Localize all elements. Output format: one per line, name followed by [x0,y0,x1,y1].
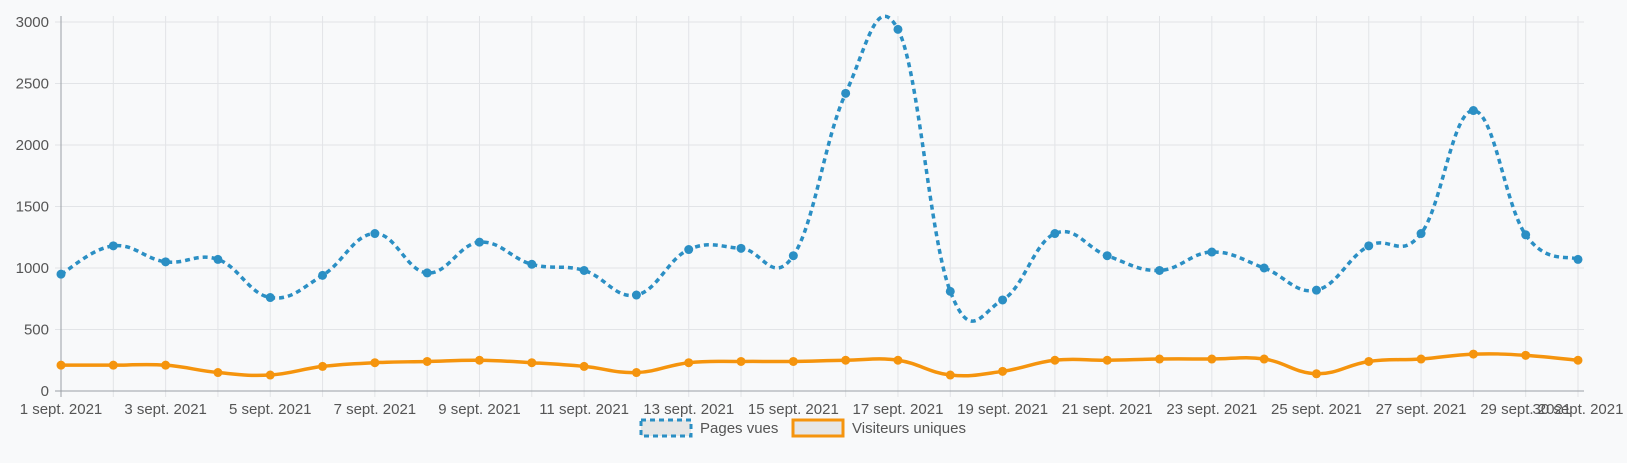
data-point-visiteurs-uniques [1468,349,1478,359]
data-point-visiteurs-uniques [998,366,1008,376]
data-point-visiteurs-uniques [945,370,955,380]
y-tick-label: 2500 [16,76,49,93]
y-tick-label: 2000 [16,137,49,154]
x-tick-label: 13 sept. 2021 [643,401,734,418]
legend: Pages vues Visiteurs uniques [639,418,966,438]
data-point-pages-vues [1416,229,1426,239]
data-point-visiteurs-uniques [1521,350,1531,360]
data-point-visiteurs-uniques [318,361,328,371]
data-point-pages-vues [1521,230,1531,240]
x-tick-label: 9 sept. 2021 [438,401,521,418]
grid [55,16,1584,397]
data-point-pages-vues [788,251,798,261]
data-point-visiteurs-uniques [788,356,798,366]
data-point-visiteurs-uniques [1155,354,1165,364]
data-point-pages-vues [945,286,955,296]
data-point-visiteurs-uniques [1207,354,1217,364]
data-point-pages-vues [318,270,328,280]
data-point-visiteurs-uniques [265,370,275,380]
x-tick-label: 7 sept. 2021 [334,401,417,418]
data-point-pages-vues [1102,251,1112,261]
data-point-pages-vues [631,290,641,300]
data-point-pages-vues [56,269,66,279]
data-point-visiteurs-uniques [1311,369,1321,379]
series-line-pages-vues [60,14,1579,323]
data-point-visiteurs-uniques [161,360,171,370]
data-point-pages-vues [527,259,537,269]
data-point-pages-vues [579,265,589,275]
data-point-pages-vues [893,24,903,34]
x-tick-label: 17 sept. 2021 [853,401,944,418]
data-point-pages-vues [1207,247,1217,257]
data-point-pages-vues [422,268,432,278]
data-point-pages-vues [684,245,694,255]
data-point-visiteurs-uniques [736,356,746,366]
x-axis: 1 sept. 2021 3 sept. 2021 5 sept. 2021 7 se… [20,401,1624,418]
legend-swatch-pages-vues [639,418,693,438]
data-point-pages-vues [1050,229,1060,239]
y-tick-label: 500 [24,322,49,339]
data-point-pages-vues [370,229,380,239]
data-point-pages-vues [998,295,1008,305]
data-point-pages-vues [1155,265,1165,275]
y-tick-label: 1500 [16,199,49,216]
data-point-pages-vues [1311,285,1321,295]
x-tick-label: 23 sept. 2021 [1166,401,1257,418]
x-tick-label: 15 sept. 2021 [748,401,839,418]
y-tick-label: 1000 [16,260,49,277]
data-point-pages-vues [1468,106,1478,116]
data-point-visiteurs-uniques [579,361,589,371]
data-point-visiteurs-uniques [108,360,118,370]
data-point-pages-vues [213,254,223,264]
x-tick-label: 1 sept. 2021 [20,401,103,418]
legend-label: Pages vues [700,420,778,437]
x-tick-label: 3 sept. 2021 [124,401,207,418]
data-point-visiteurs-uniques [1050,355,1060,365]
data-point-pages-vues [474,237,484,247]
data-point-pages-vues [108,241,118,251]
x-tick-label: 21 sept. 2021 [1062,401,1153,418]
data-point-visiteurs-uniques [474,355,484,365]
legend-swatch-visiteurs-uniques [791,418,845,438]
data-point-pages-vues [736,243,746,253]
x-tick-label: 27 sept. 2021 [1376,401,1467,418]
data-point-visiteurs-uniques [841,355,851,365]
data-point-visiteurs-uniques [213,368,223,378]
data-point-pages-vues [265,293,275,303]
y-axis: 0 500 1000 1500 2000 2500 3000 [16,14,49,400]
data-point-pages-vues [1259,263,1269,273]
data-point-visiteurs-uniques [1259,354,1269,364]
data-point-visiteurs-uniques [1416,354,1426,364]
x-tick-label: 11 sept. 2021 [539,401,629,418]
x-tick-label: 5 sept. 2021 [229,401,312,418]
legend-label: Visiteurs uniques [852,420,966,437]
data-point-visiteurs-uniques [684,358,694,368]
series-points [56,24,1583,380]
data-point-pages-vues [841,88,851,98]
data-point-visiteurs-uniques [893,355,903,365]
data-point-pages-vues [1364,241,1374,251]
data-point-visiteurs-uniques [527,358,537,368]
data-point-visiteurs-uniques [422,356,432,366]
data-point-visiteurs-uniques [1102,355,1112,365]
series-line-visiteurs-uniques [60,352,1579,378]
data-point-visiteurs-uniques [1364,356,1374,366]
x-tick-label: 19 sept. 2021 [957,401,1048,418]
data-point-visiteurs-uniques [631,368,641,378]
data-point-visiteurs-uniques [56,360,66,370]
x-tick-label: 30 sept. 2021 [1533,401,1624,418]
x-tick-label: 25 sept. 2021 [1271,401,1362,418]
data-point-visiteurs-uniques [1573,355,1583,365]
x-tick-label: 29 sept. 2021 [1480,401,1571,418]
y-tick-label: 3000 [16,14,49,31]
y-tick-label: 0 [41,383,49,400]
data-point-pages-vues [1573,254,1583,264]
data-point-visiteurs-uniques [370,358,380,368]
data-point-pages-vues [161,257,171,267]
series-lines [60,14,1579,378]
